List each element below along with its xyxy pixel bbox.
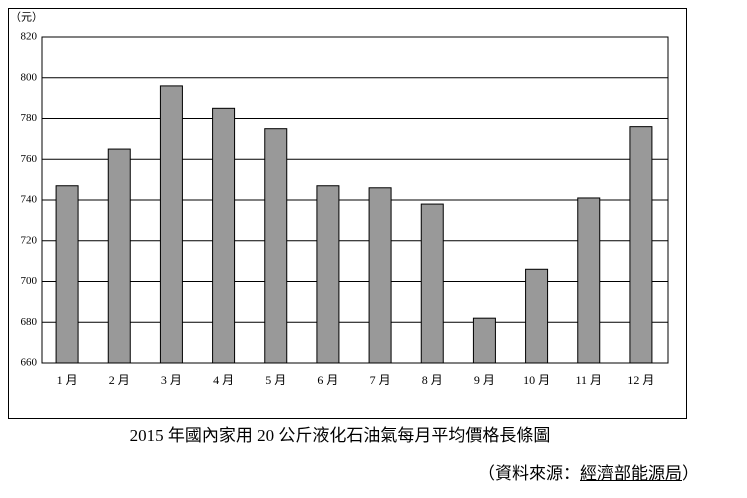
chart-frame bbox=[8, 8, 687, 419]
y-tick-label: 820 bbox=[21, 31, 38, 43]
bar bbox=[420, 203, 444, 364]
source: （資料來源：經濟部能源局） bbox=[478, 459, 699, 484]
y-tick-label: 720 bbox=[21, 234, 38, 246]
bar bbox=[212, 107, 236, 364]
chart-title: 2015 年國內家用 20 公斤液化石油氣每月平均價格長條圖 bbox=[130, 426, 551, 445]
x-tick-label: 2 月 bbox=[109, 373, 130, 387]
bar bbox=[159, 85, 183, 364]
y-tick-label: 760 bbox=[21, 153, 38, 165]
bar bbox=[472, 317, 496, 364]
x-tick-label: 5 月 bbox=[265, 373, 286, 387]
y-tick-label: 700 bbox=[21, 275, 38, 287]
unit-label: （元） bbox=[10, 11, 43, 24]
x-tick-label: 1 月 bbox=[57, 373, 78, 387]
source-name: 經濟部能源局 bbox=[580, 464, 682, 483]
source-prefix: （資料來源： bbox=[478, 464, 580, 483]
y-tick-label: 680 bbox=[21, 316, 38, 328]
x-tick-label: 6 月 bbox=[317, 373, 338, 387]
chart: （元） 2015 年國內家用 20 公斤液化石油氣每月平均價格長條圖 660 68… bbox=[8, 8, 687, 445]
bar bbox=[629, 126, 653, 364]
x-tick-label: 12 月 bbox=[627, 373, 654, 387]
bar bbox=[525, 268, 549, 364]
bar bbox=[316, 185, 340, 364]
bar bbox=[264, 128, 288, 364]
x-tick-label: 9 月 bbox=[474, 373, 495, 387]
x-tick-label: 10 月 bbox=[523, 373, 550, 387]
x-tick-label: 4 月 bbox=[213, 373, 234, 387]
bar bbox=[577, 197, 601, 364]
source-suffix: ） bbox=[682, 464, 699, 483]
x-tick-label: 7 月 bbox=[370, 373, 391, 387]
y-tick-label: 660 bbox=[21, 357, 38, 369]
y-tick-label: 800 bbox=[21, 71, 38, 83]
bar bbox=[107, 148, 131, 364]
x-tick-label: 3 月 bbox=[161, 373, 182, 387]
bar bbox=[368, 187, 392, 364]
y-tick-label: 740 bbox=[21, 194, 38, 206]
y-tick-label: 780 bbox=[21, 112, 38, 124]
x-tick-label: 11 月 bbox=[575, 373, 602, 387]
bar bbox=[55, 185, 79, 364]
x-tick-label: 8 月 bbox=[422, 373, 443, 387]
